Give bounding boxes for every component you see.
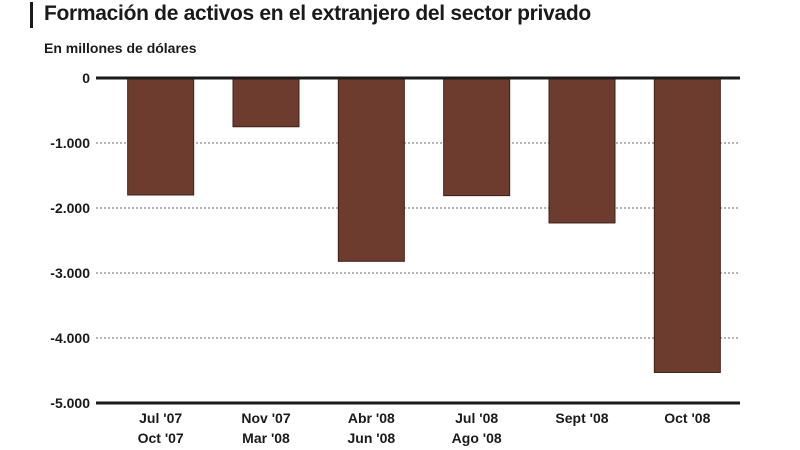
y-tick-label: -1.000 [50, 135, 90, 151]
bar [232, 77, 300, 128]
x-tick-label: Jul '07 [139, 410, 182, 426]
chart-subtitle: En millones de dólares [44, 40, 197, 56]
axes [96, 76, 740, 405]
x-tick-label: Sept '08 [555, 410, 608, 426]
x-tick-label: Jun '08 [347, 430, 395, 446]
gridlines [96, 142, 740, 339]
x-tick-label: Nov '07 [241, 410, 290, 426]
x-tick-label: Oct '07 [138, 430, 184, 446]
y-tick-label: -4.000 [50, 330, 90, 346]
y-tick-label: 0 [82, 70, 90, 86]
title-accent-bar [30, 2, 33, 28]
bar [337, 77, 405, 262]
y-tick-label: -2.000 [50, 200, 90, 216]
x-tick-label: Oct '08 [664, 410, 710, 426]
x-tick-label: Jul '08 [455, 410, 498, 426]
x-tick-label: Mar '08 [242, 430, 290, 446]
bar [127, 77, 195, 196]
bar [548, 77, 616, 224]
labels: 0 -1.000 -2.000 -3.000 -4.000 -5.000 Jul '07 Oc… [50, 70, 710, 446]
x-tick-label: Ago '08 [452, 430, 502, 446]
y-tick-label: -3.000 [50, 265, 90, 281]
bar [653, 77, 721, 373]
y-tick-label: -5.000 [50, 395, 90, 411]
x-tick-label: Abr '08 [348, 410, 395, 426]
chart-title: Formación de activos en el extranjero de… [44, 2, 591, 25]
bar [443, 77, 511, 197]
bars [127, 77, 721, 373]
